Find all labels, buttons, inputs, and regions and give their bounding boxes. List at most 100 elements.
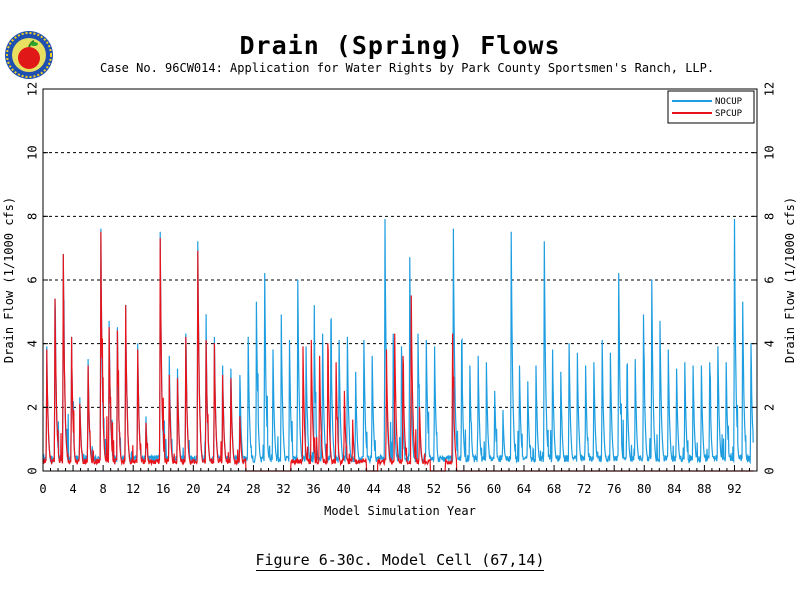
spcup-peak-point	[197, 250, 199, 252]
x-axis-label: Model Simulation Year	[324, 504, 476, 518]
legend-box	[667, 90, 755, 124]
nocup-peak-point	[551, 349, 554, 351]
nocup-peak-point	[502, 409, 504, 412]
nocup-peak-point	[116, 327, 119, 329]
x-tick-label: 40	[336, 482, 350, 496]
nocup-peak-point	[659, 320, 661, 322]
nocup-peak-point	[717, 346, 719, 348]
nocup-peak-point	[477, 355, 479, 357]
x-tick-label: 44	[366, 482, 380, 496]
spcup-peak-point	[205, 339, 207, 342]
y-tick-label-left: 2	[26, 404, 40, 411]
nocup-peak-point	[213, 336, 215, 338]
nocup-peak-point	[264, 273, 266, 275]
x-tick-label: 52	[427, 482, 441, 496]
nocup-peak-point	[288, 339, 291, 342]
nocup-peak-point	[700, 365, 702, 367]
nocup-peak-point	[485, 362, 488, 364]
spcup-peak-point	[100, 231, 102, 233]
y-tick-label-left: 4	[26, 340, 40, 347]
nocup-peak-point	[79, 397, 81, 399]
nocup-peak-point	[255, 301, 258, 303]
spcup-peak-point	[145, 422, 147, 424]
x-tick-label: 4	[69, 482, 76, 496]
nocup-peak-point	[392, 333, 394, 335]
nocup-peak-point	[433, 346, 436, 348]
nocup-peak-point	[518, 365, 521, 367]
nocup-peak-point	[618, 273, 620, 275]
y-tick-label-right: 2	[763, 404, 777, 411]
spcup-peak-point	[79, 403, 81, 405]
nocup-peak-point	[363, 339, 365, 342]
nocup-peak-point	[576, 352, 578, 354]
nocup-peak-point	[626, 365, 628, 367]
page-subtitle: Case No. 96CW014: Application for Water …	[100, 61, 715, 75]
nocup-peak-point	[371, 355, 373, 357]
nocup-peak-point	[709, 362, 711, 364]
spcup-peak-point	[452, 333, 454, 335]
nocup-peak-point	[247, 336, 249, 338]
x-tick-label: 16	[156, 482, 170, 496]
apple-seal-icon	[4, 30, 54, 80]
nocup-peak-point	[684, 362, 686, 364]
nocup-peak-point	[667, 349, 669, 351]
spcup-peak-point	[230, 378, 232, 380]
nocup-peak-point	[313, 327, 315, 329]
y-tick-label-right: 8	[763, 213, 777, 220]
nocup-peak-point	[675, 368, 678, 370]
spcup-peak-point	[352, 419, 354, 421]
x-tick-label: 48	[397, 482, 411, 496]
spcup-peak-point	[62, 253, 64, 256]
spcup-peak-point	[239, 416, 241, 418]
spcup-peak-point	[137, 349, 139, 351]
nocup-peak-point	[543, 241, 545, 243]
y-tick-label-left: 0	[26, 467, 40, 474]
nocup-peak-point	[87, 358, 89, 361]
spcup-peak-point	[343, 390, 345, 393]
nocup-peak-point	[100, 228, 102, 230]
nocup-peak-point	[609, 352, 612, 354]
spcup-peak-point	[176, 378, 179, 380]
nocup-peak-point	[137, 343, 139, 345]
y-axis-label-right: Drain Flow (1/1000 cfs)	[783, 197, 797, 363]
nocup-peak-point	[159, 231, 161, 233]
x-tick-label: 84	[667, 482, 681, 496]
y-tick-label-left: 8	[26, 213, 40, 220]
legend-label-nocup: NOCUP	[715, 97, 743, 107]
nocup-peak-point	[185, 333, 187, 335]
figure-caption: Figure 6-30c. Model Cell (67,14)	[0, 551, 800, 571]
x-tick-label: 0	[39, 482, 46, 496]
nocup-peak-point	[176, 368, 179, 370]
x-tick-label: 80	[637, 482, 651, 496]
x-tick-label: 56	[457, 482, 471, 496]
nocup-peak-point	[461, 339, 463, 342]
nocup-peak-point	[168, 355, 170, 357]
x-tick-label: 60	[487, 482, 501, 496]
spcup-peak-point	[116, 330, 119, 332]
nocup-peak-point	[384, 218, 386, 221]
nocup-peak-point	[355, 371, 357, 373]
spcup-peak-point	[46, 349, 48, 351]
nocup-peak-point	[634, 358, 636, 361]
y-tick-label-right: 0	[763, 467, 777, 474]
spcup-peak-point	[385, 349, 388, 351]
nocup-peak-point	[197, 241, 199, 243]
nocup-peak-point	[469, 365, 471, 367]
nocup-peak-point	[733, 218, 736, 221]
nocup-peak-point	[222, 365, 224, 367]
nocup-peak-point	[535, 365, 537, 367]
spcup-peak-point	[310, 339, 312, 342]
nocup-peak-point	[593, 362, 595, 364]
nocup-peak-point	[452, 228, 454, 230]
legend-label-spcup: SPCUP	[715, 109, 743, 119]
nocup-peak-point	[305, 346, 307, 348]
nocup-peak-point	[585, 365, 587, 367]
spcup-peak-point	[159, 238, 161, 240]
y-axis-label-left: Drain Flow (1/1000 cfs)	[2, 197, 16, 363]
page-title: Drain (Spring) Flows	[239, 31, 561, 60]
spcup-peak-point	[327, 343, 329, 345]
nocup-peak-point	[400, 346, 403, 348]
nocup-peak-point	[692, 365, 694, 367]
nocup-peak-point	[272, 349, 274, 351]
